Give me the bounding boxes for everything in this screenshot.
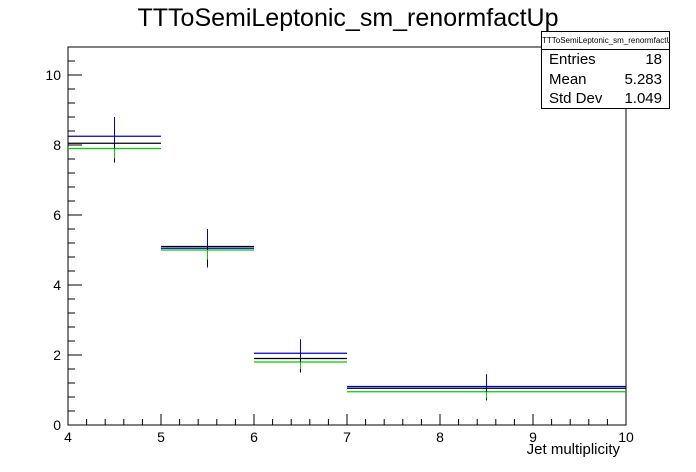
chart-title: TTToSemiLeptonic_sm_renormfactUp	[137, 4, 559, 32]
x-tick-label: 8	[436, 429, 444, 445]
stats-row-stddev: Std Dev 1.049	[542, 89, 669, 109]
series-marks	[68, 117, 626, 401]
stats-value: 18	[645, 51, 662, 68]
y-tick-label: 10	[45, 67, 61, 83]
stats-label: Entries	[549, 51, 596, 68]
axes: 4 5 6 7 8 9 10 0 2 4 6 8 10	[45, 46, 634, 445]
stats-title: TTToSemiLeptonic_sm_renormfactUp	[542, 32, 669, 50]
y-tick-label: 4	[53, 277, 61, 293]
y-tick-label: 0	[53, 417, 61, 433]
x-axis-label: Jet multiplicity	[526, 441, 620, 458]
stats-row-mean: Mean 5.283	[542, 70, 669, 90]
stats-label: Std Dev	[549, 90, 603, 107]
y-tick-label: 8	[53, 137, 61, 153]
stats-box: TTToSemiLeptonic_sm_renormfactUp Entries…	[541, 31, 670, 109]
x-tick-label: 4	[64, 429, 72, 445]
x-tick-label: 5	[157, 429, 165, 445]
stats-label: Mean	[549, 70, 587, 88]
stats-value: 5.283	[624, 70, 662, 88]
x-tick-label: 10	[618, 429, 634, 445]
x-tick-label: 9	[529, 429, 537, 445]
y-tick-label: 6	[53, 207, 61, 223]
stats-value: 1.049	[624, 90, 662, 107]
stats-row-entries: Entries 18	[542, 50, 669, 70]
x-tick-label: 6	[250, 429, 258, 445]
y-tick-label: 2	[53, 347, 61, 363]
x-tick-label: 7	[343, 429, 351, 445]
